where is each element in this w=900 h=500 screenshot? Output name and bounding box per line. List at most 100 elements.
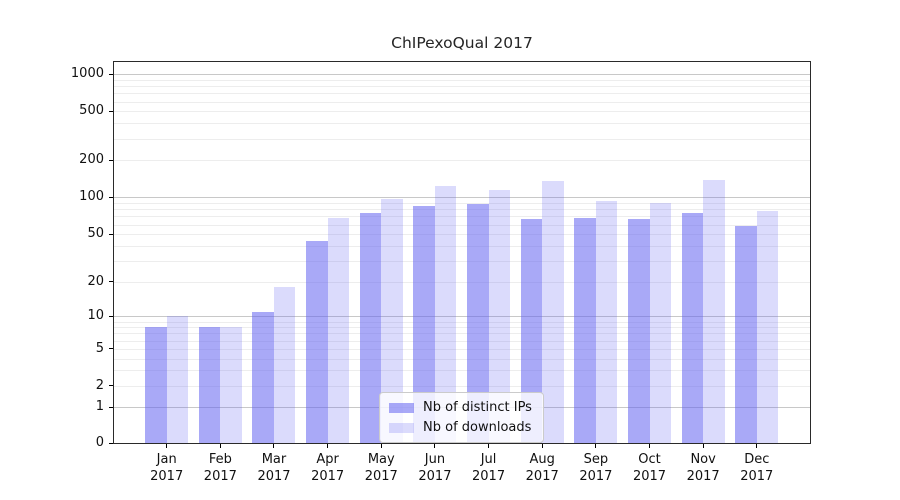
gridline-minor [114, 102, 810, 103]
bar-nb-of-downloads-apr [327, 217, 350, 443]
month-label: Nov [690, 452, 716, 467]
gridline-major [114, 316, 810, 317]
x-axis-tick-label: Mar 2017 [232, 451, 316, 485]
year-label: 2017 [686, 469, 720, 484]
year-label: 2017 [632, 469, 667, 484]
year-label: 2017 [257, 469, 291, 484]
gridline-minor [114, 225, 810, 226]
bar-nb-of-distinct-ips-aug [520, 218, 543, 443]
bar-nb-of-distinct-ips-apr [306, 240, 328, 443]
y-axis-tick-label: 20 [87, 273, 104, 289]
month-label: Dec [744, 452, 770, 467]
legend: Nb of distinct IPs Nb of downloads [379, 392, 544, 443]
year-label: 2017 [579, 469, 613, 484]
month-label: Feb [208, 452, 232, 467]
legend-item-downloads: Nb of downloads [389, 420, 532, 435]
bar-nb-of-downloads-may [381, 198, 403, 443]
year-label: 2017 [740, 469, 774, 484]
plot-area: 0 1 2 5 10 20 50 100 200 500 1000 Jan 2017 Feb 2017 Mar… [71, 61, 811, 484]
x-axis-tick-label: Nov 2017 [661, 451, 745, 485]
x-axis-tick-label: Jan 2017 [125, 451, 209, 485]
bar-nb-of-downloads-jul [488, 190, 511, 443]
year-label: 2017 [150, 469, 184, 484]
x-axis-tick-label: Aug 2017 [500, 451, 584, 485]
x-axis-tick-label: Jul 2017 [447, 451, 531, 485]
year-label: 2017 [203, 469, 237, 484]
bar-nb-of-downloads-dec [756, 210, 779, 443]
x-axis-tick-label: Sep 2017 [554, 451, 638, 485]
gridline-minor [114, 86, 810, 87]
x-axis-tick-label: Jun 2017 [393, 451, 477, 485]
legend-swatch-downloads [389, 422, 414, 433]
legend-label-distinct-ips: Nb of distinct IPs [423, 400, 532, 415]
bar-nb-of-downloads-sep [595, 200, 618, 443]
y-axis-tick [109, 196, 113, 198]
x-axis-tick-label: Apr 2017 [286, 451, 370, 485]
x-axis-tick [488, 444, 490, 448]
gridline-minor [114, 80, 810, 81]
y-axis-tick [109, 159, 113, 161]
gridline-minor [114, 111, 810, 112]
gridline-minor [114, 123, 810, 124]
bar-nb-of-distinct-ips-mar [252, 311, 274, 443]
y-axis-tick-label: 10 [87, 308, 104, 324]
x-axis-tick [380, 444, 382, 448]
x-axis-tick-label: Dec 2017 [715, 451, 799, 485]
bar-nb-of-distinct-ips-jun [413, 206, 435, 443]
x-axis-tick [702, 444, 704, 448]
gridline-minor [114, 322, 810, 323]
year-label: 2017 [418, 469, 452, 484]
gridline-major [114, 197, 810, 198]
y-axis-tick [109, 110, 113, 112]
bar-nb-of-distinct-ips-dec [735, 226, 757, 443]
gridline-minor [114, 160, 810, 161]
gridline-minor [114, 203, 810, 204]
gridline-minor [114, 234, 810, 235]
bar-nb-of-distinct-ips-nov [681, 213, 704, 443]
y-axis-tick-label: 1000 [70, 66, 104, 82]
bar-nb-of-distinct-ips-may [359, 213, 382, 443]
month-label: Jan [156, 452, 177, 467]
bar-nb-of-downloads-jan [166, 316, 189, 443]
month-label: May [367, 452, 395, 467]
gridline-minor [114, 246, 810, 247]
bar-nb-of-downloads-feb [220, 327, 242, 443]
x-axis-tick [327, 444, 329, 448]
gridline-minor [114, 93, 810, 94]
y-axis-tick [109, 281, 113, 283]
gridline-minor [114, 327, 810, 328]
year-label: 2017 [364, 469, 398, 484]
month-label: Aug [529, 452, 555, 467]
y-axis-tick-label: 50 [87, 226, 104, 242]
gridline-minor [114, 386, 810, 387]
y-axis-tick [109, 73, 113, 75]
chart-title: ChIPexoQual 2017 [391, 34, 533, 52]
gridline-minor [114, 209, 810, 210]
y-axis-tick-label: 1 [95, 399, 104, 415]
gridline-minor [114, 349, 810, 350]
bar-nb-of-distinct-ips-sep [574, 217, 596, 443]
bar-nb-of-distinct-ips-feb [198, 327, 221, 443]
bar-nb-of-downloads-nov [703, 179, 725, 443]
y-axis-tick [109, 233, 113, 235]
y-axis-tick [109, 385, 113, 387]
month-label: Mar [261, 452, 287, 467]
y-axis-tick-label: 100 [79, 189, 104, 205]
gridline-minor [114, 216, 810, 217]
y-axis-tick-label: 200 [79, 152, 104, 168]
gridline-minor [114, 333, 810, 334]
y-axis-tick-label: 2 [95, 377, 104, 393]
y-axis-tick [109, 406, 113, 408]
y-axis-tick-label: 0 [95, 435, 104, 450]
x-axis-tick-label: Oct 2017 [608, 451, 692, 485]
bar-nb-of-downloads-jun [434, 185, 457, 443]
year-label: 2017 [525, 469, 559, 484]
legend-label-downloads: Nb of downloads [423, 420, 532, 435]
year-label: 2017 [311, 469, 345, 484]
y-axis-tick [109, 348, 113, 350]
x-axis-tick [595, 444, 597, 448]
year-label: 2017 [472, 469, 506, 484]
gridline-minor [114, 261, 810, 262]
gridline-minor [114, 359, 810, 360]
